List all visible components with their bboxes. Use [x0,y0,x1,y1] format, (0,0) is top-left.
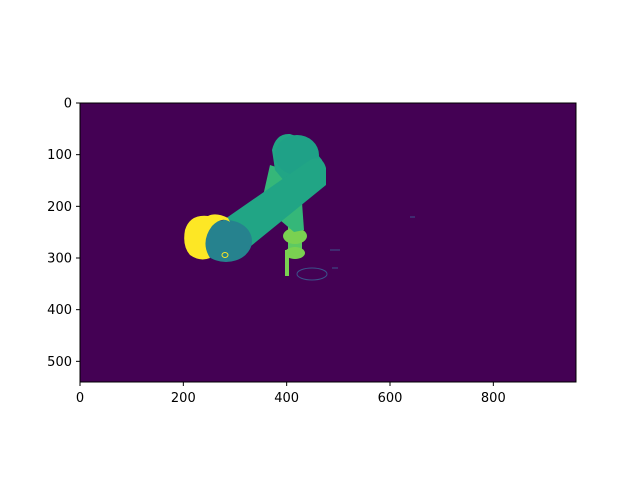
y-tick-label: 300 [47,252,72,267]
x-tick-label: 0 [76,391,84,406]
y-tick-label: 0 [64,97,72,112]
near-part [184,214,230,260]
y-tick-label: 200 [47,200,72,215]
x-tick-label: 600 [378,391,403,406]
x-tick-label: 400 [274,391,299,406]
heatmap-image [80,103,576,382]
artifacts [221,216,415,281]
x-axis: 0 200 400 600 800 [76,382,506,406]
x-tick-label: 200 [171,391,196,406]
y-axis: 0 100 200 300 400 500 [47,97,80,370]
y-tick-label: 100 [47,148,72,163]
y-tick-label: 500 [47,355,72,370]
x-tick-label: 800 [481,391,506,406]
axes-frame [79,102,577,383]
y-tick-label: 400 [47,303,72,318]
background-field [80,103,576,382]
forearm [200,158,326,262]
